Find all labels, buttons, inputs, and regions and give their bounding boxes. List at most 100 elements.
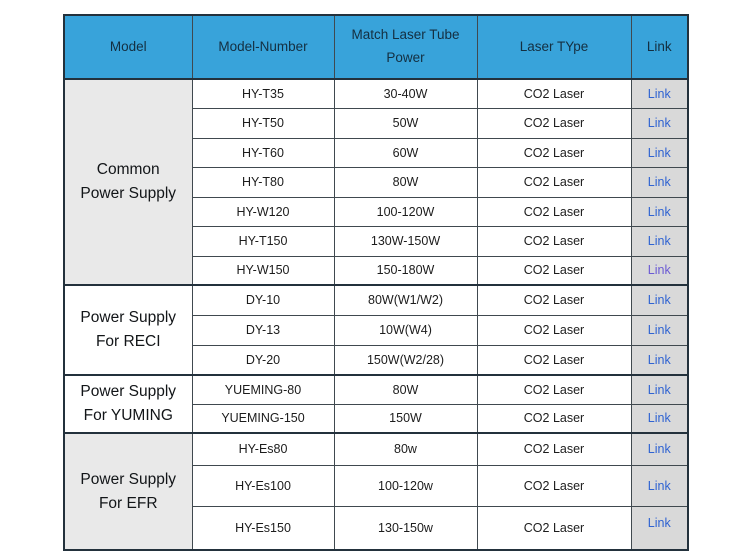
cell-model-number: DY-13: [191, 314, 335, 346]
group-cell-common-power-supply: Common Power Supply: [63, 78, 193, 286]
link[interactable]: Link: [647, 442, 671, 457]
link[interactable]: Link: [647, 86, 671, 101]
cell-model-number: HY-T150: [191, 225, 335, 257]
table-row: HY-W120 100-120W CO2 Laser Link: [64, 196, 689, 227]
cell-model-number: DY-10: [191, 284, 335, 316]
cell-laser-type: CO2 Laser: [476, 78, 632, 109]
table-row: Power Supply For EFR HY-Es80 80w CO2 Las…: [63, 432, 689, 551]
cell-power: 60W: [333, 137, 478, 168]
cell-model-number: YUEMING-150: [191, 403, 335, 434]
cell-laser-type: CO2 Laser: [476, 107, 632, 139]
cell-power: 80w: [333, 432, 478, 466]
cell-power: 30-40W: [333, 78, 478, 109]
header-cell-power: Match Laser Tube Power: [333, 14, 478, 80]
cell-power: 80W: [333, 374, 478, 405]
group-label-line: For YUMING: [83, 407, 173, 424]
cell-laser-type: CO2 Laser: [476, 255, 632, 286]
group-label-line: For EFR: [98, 494, 158, 512]
group-label-line: Power Supply: [80, 383, 177, 400]
table-row: HY-T60 60W CO2 Laser Link: [64, 137, 689, 168]
group-label-line: Power Supply: [80, 470, 177, 488]
cell-laser-type: CO2 Laser: [476, 196, 632, 227]
table-row: Power Supply For YUMING YUEMING-80 80W C…: [63, 374, 689, 434]
cell-link: Link: [630, 196, 689, 227]
cell-link: Link: [630, 374, 689, 405]
link[interactable]: Link: [647, 411, 671, 426]
cell-model-number: HY-Es150: [191, 505, 335, 551]
cell-link: Link: [630, 137, 689, 168]
cell-power: 50W: [333, 107, 478, 139]
cell-model-number: YUEMING-80: [191, 374, 335, 405]
cell-link: Link: [630, 314, 689, 346]
group-label-line: For RECI: [95, 333, 161, 350]
group-cell-power-supply-for-efr: Power Supply For EFR: [63, 432, 193, 551]
table-row: HY-Es150 130-150w CO2 Laser Link: [64, 505, 689, 551]
cell-link: Link: [630, 107, 689, 139]
cell-laser-type: CO2 Laser: [476, 464, 632, 507]
group-label-line: Power Supply: [80, 309, 177, 326]
cell-model-number: HY-T50: [191, 107, 335, 139]
cell-model-number: HY-T60: [191, 137, 335, 168]
link[interactable]: Link: [647, 263, 671, 278]
link[interactable]: Link: [647, 293, 671, 308]
table-row: HY-Es100 100-120w CO2 Laser Link: [64, 464, 689, 507]
cell-link: Link: [630, 255, 689, 286]
header-cell-model: Model: [63, 14, 193, 80]
link[interactable]: Link: [647, 352, 671, 367]
table-row: Power Supply For RECI DY-10 80W(W1/W2) C…: [63, 284, 689, 376]
table-row: DY-20 150W(W2/28) CO2 Laser Link: [64, 344, 689, 376]
group-cell-power-supply-for-reci: Power Supply For RECI: [63, 284, 193, 376]
cell-model-number: HY-T35: [191, 78, 335, 109]
cell-laser-type: CO2 Laser: [476, 137, 632, 168]
cell-model-number: HY-W120: [191, 196, 335, 227]
cell-link: Link: [630, 284, 689, 316]
link[interactable]: Link: [647, 478, 671, 493]
table-row: HY-T80 80W CO2 Laser Link: [64, 166, 689, 198]
link[interactable]: Link: [647, 204, 671, 219]
table-row: HY-W150 150-180W CO2 Laser Link: [64, 255, 689, 286]
link[interactable]: Link: [647, 382, 671, 397]
table-row: DY-13 10W(W4) CO2 Laser Link: [64, 314, 689, 346]
cell-power: 150W: [333, 403, 478, 434]
cell-link: Link: [630, 78, 689, 109]
cell-model-number: HY-Es100: [191, 464, 335, 507]
table-row: YUEMING-150 150W CO2 Laser Link: [64, 403, 689, 434]
cell-power: 130-150w: [333, 505, 478, 551]
cell-link: Link: [630, 166, 689, 198]
cell-power: 80W: [333, 166, 478, 198]
cell-link: Link: [630, 432, 689, 466]
cell-power: 80W(W1/W2): [333, 284, 478, 316]
cell-laser-type: CO2 Laser: [476, 284, 632, 316]
link[interactable]: Link: [647, 234, 671, 248]
link[interactable]: Link: [647, 116, 671, 130]
cell-power: 100-120W: [333, 196, 478, 227]
table-row: Common Power Supply HY-T35 30-40W CO2 La…: [63, 78, 689, 286]
cell-link: Link: [630, 505, 689, 551]
link[interactable]: Link: [647, 175, 671, 189]
cell-laser-type: CO2 Laser: [476, 344, 632, 376]
cell-laser-type: CO2 Laser: [476, 403, 632, 434]
cell-link: Link: [630, 344, 689, 376]
cell-laser-type: CO2 Laser: [476, 166, 632, 198]
header-cell-laser-type: Laser TYpe: [476, 14, 632, 80]
group-cell-power-supply-for-yuming: Power Supply For YUMING: [63, 374, 193, 434]
cell-laser-type: CO2 Laser: [476, 505, 632, 551]
header-cell-model-number: Model-Number: [191, 14, 335, 80]
cell-model-number: HY-T80: [191, 166, 335, 198]
cell-laser-type: CO2 Laser: [476, 225, 632, 257]
link[interactable]: Link: [647, 515, 671, 530]
cell-laser-type: CO2 Laser: [476, 432, 632, 466]
table-row: HY-T50 50W CO2 Laser Link: [64, 107, 689, 139]
group-label-line: Power Supply: [80, 185, 177, 202]
cell-power: 130W-150W: [333, 225, 478, 257]
link[interactable]: Link: [647, 323, 671, 337]
laser-power-supply-table: Model Model-Number Match Laser Tube Powe…: [63, 14, 689, 551]
cell-model-number: DY-20: [191, 344, 335, 376]
header-cell-link: Link: [630, 14, 689, 80]
cell-laser-type: CO2 Laser: [476, 374, 632, 405]
cell-link: Link: [630, 225, 689, 257]
link[interactable]: Link: [647, 145, 671, 160]
cell-power: 10W(W4): [333, 314, 478, 346]
cell-power: 150-180W: [333, 255, 478, 286]
cell-power: 100-120w: [333, 464, 478, 507]
